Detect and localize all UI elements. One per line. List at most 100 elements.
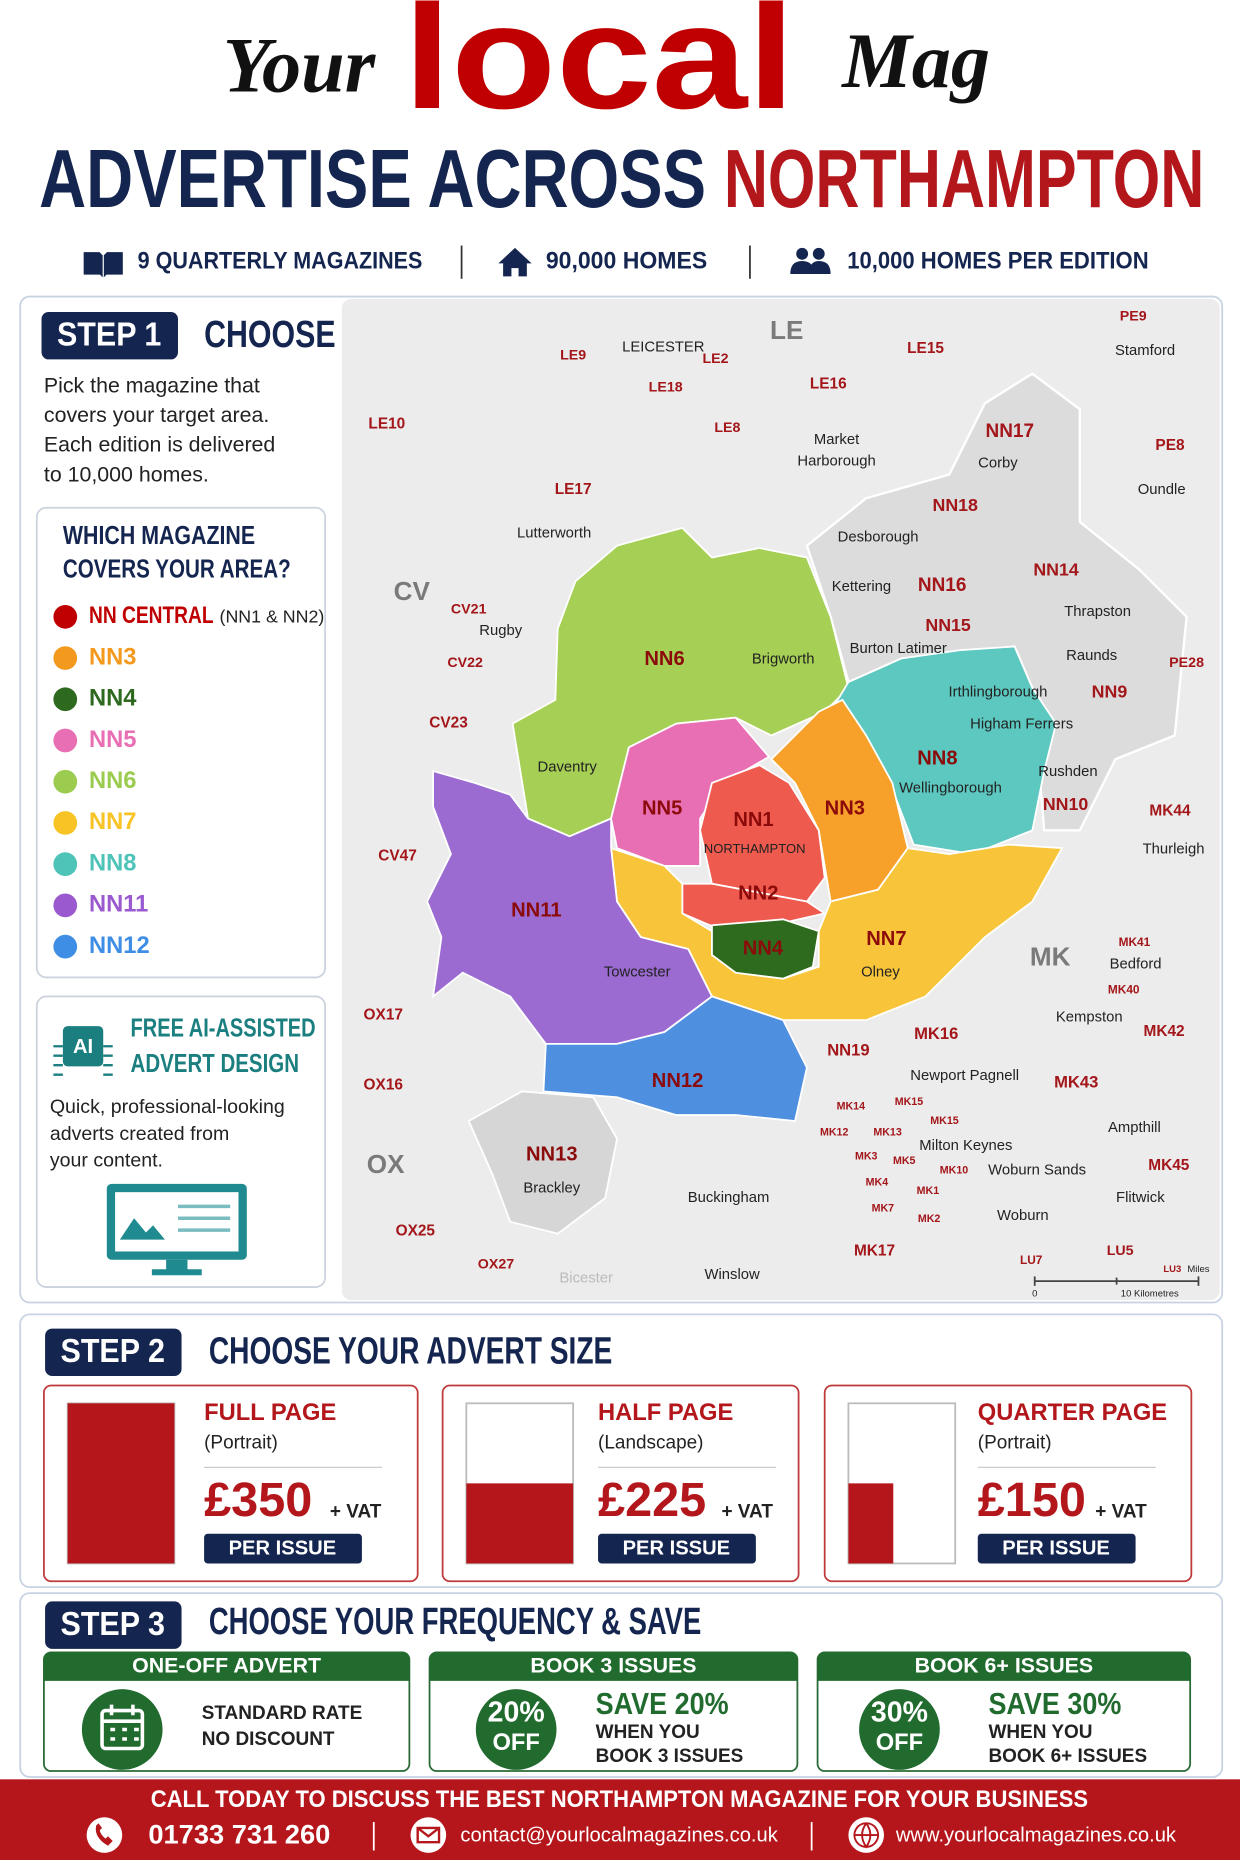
postcode-label: NN15 <box>925 615 971 635</box>
price: £350 <box>204 1473 312 1527</box>
discount: OFF <box>876 1730 923 1756</box>
town-label: NORTHAMPTON <box>704 841 806 856</box>
postcode-label: MK16 <box>914 1024 958 1043</box>
legend-item: NN3 <box>89 644 136 670</box>
footer <box>0 1779 1240 1860</box>
postcode-label: MK12 <box>820 1127 849 1139</box>
intro-text: covers your target area. <box>44 403 269 427</box>
option-text: NO DISCOUNT <box>202 1729 335 1750</box>
town-label: Oundle <box>1138 482 1186 498</box>
area-label: LE <box>770 315 803 345</box>
postcode-label: MK1 <box>917 1185 940 1197</box>
postcode-label: LE10 <box>368 416 405 433</box>
town-label: Daventry <box>538 759 598 775</box>
postcode-label: LE16 <box>810 375 847 392</box>
legend-item: NN CENTRAL <box>89 603 214 629</box>
intro-text: Each edition is delivered <box>44 433 275 457</box>
map-region <box>699 764 826 903</box>
scale-label: 10 Kilometres <box>1121 1289 1179 1300</box>
intro-text: to 10,000 homes. <box>44 462 209 486</box>
step-badge <box>41 311 178 360</box>
scale-label: 0 <box>1032 1289 1037 1300</box>
town-label: Milton Keynes <box>919 1138 1012 1154</box>
town-label: Raunds <box>1066 648 1117 664</box>
region-label: NN1 <box>733 809 773 831</box>
chip-label: AI <box>73 1036 93 1058</box>
option-header <box>429 1652 798 1681</box>
vat: + VAT <box>330 1501 382 1522</box>
monitor-image <box>119 1218 165 1240</box>
postcode-label: LE8 <box>714 420 740 436</box>
postcode-label: MK44 <box>1149 802 1191 819</box>
per-issue-button <box>977 1533 1136 1564</box>
title-script: Mag <box>840 17 990 104</box>
town-label: Higham Ferrers <box>970 717 1073 733</box>
town-label: Thrapston <box>1064 604 1131 620</box>
town-label: Flitwick <box>1116 1190 1165 1206</box>
postcode-label: LE18 <box>649 380 683 396</box>
postcode-label: LU3 <box>1163 1264 1181 1275</box>
size-title: FULL PAGE <box>204 1400 336 1426</box>
town-label: Lutterworth <box>517 526 591 542</box>
legend-note: (NN1 & NN2) <box>220 607 325 627</box>
legend-swatch <box>53 852 78 877</box>
monitor-lines <box>177 1204 231 1232</box>
step-badge-text: STEP 2 <box>61 1333 165 1370</box>
legend-item: NN6 <box>89 768 136 794</box>
region-label: NN7 <box>866 928 906 950</box>
legend-swatch <box>53 811 78 835</box>
legend-item: NN11 <box>89 892 148 918</box>
postcode-label: LU7 <box>1020 1253 1043 1267</box>
legend-swatch <box>53 893 78 918</box>
town-label: Brackley <box>523 1181 580 1197</box>
region-label: NN8 <box>917 748 957 770</box>
town-label: Buckingham <box>688 1190 770 1206</box>
footer-headline: CALL TODAY TO DISCUSS THE BEST NORTHAMPT… <box>151 1787 1088 1813</box>
option-text: WHEN YOU <box>596 1722 700 1743</box>
option-text: STANDARD RATE <box>202 1703 363 1724</box>
book-icon <box>82 250 124 280</box>
ai-text: your content. <box>50 1149 163 1171</box>
title-script: Your <box>223 22 377 109</box>
town-label: Thurleigh <box>1143 841 1205 857</box>
postcode-label: LU5 <box>1107 1243 1134 1259</box>
legend-item: NN4 <box>89 686 137 712</box>
legend-item: NN8 <box>89 850 136 876</box>
stat: 90,000 HOMES <box>546 248 707 274</box>
town-label: Newport Pagnell <box>910 1068 1019 1084</box>
map-region <box>511 526 850 838</box>
phone-icon <box>86 1817 123 1853</box>
page-fill <box>67 1403 175 1564</box>
size-subtitle: (Portrait) <box>978 1433 1052 1454</box>
postcode-label: MK2 <box>918 1213 941 1225</box>
town-label: Olney <box>861 965 900 981</box>
price: £225 <box>598 1473 706 1527</box>
postcode-label: OX17 <box>364 1006 403 1023</box>
ai-text: Quick, professional-looking <box>50 1096 285 1118</box>
postcode-label: PE8 <box>1155 437 1185 454</box>
stat: 10,000 HOMES PER EDITION <box>847 248 1148 274</box>
step-badge <box>45 1601 182 1649</box>
intro-text: Pick the magazine that <box>44 373 260 397</box>
vat: + VAT <box>721 1501 773 1522</box>
town-label: Ampthill <box>1108 1120 1161 1136</box>
vat: + VAT <box>1095 1501 1147 1522</box>
postcode-label: NN17 <box>986 421 1035 442</box>
legend-swatch <box>53 728 78 753</box>
per-issue-button <box>598 1533 756 1564</box>
legend-item: NN7 <box>89 809 136 835</box>
step-title: CHOOSE YOUR FREQUENCY & SAVE <box>209 1601 701 1643</box>
town-label: Corby <box>978 456 1018 472</box>
per-issue: PER ISSUE <box>623 1538 731 1560</box>
chip <box>62 1026 104 1067</box>
email: contact@yourlocalmagazines.co.uk <box>460 1825 778 1847</box>
option-badge <box>859 1689 940 1770</box>
postcode-label: LE2 <box>702 351 728 367</box>
postcode-label: LE15 <box>907 340 944 357</box>
postcode-label: MK7 <box>872 1203 895 1215</box>
scale-label: Miles <box>1187 1264 1209 1275</box>
town-label: Irthlingborough <box>948 685 1047 701</box>
ai-title: FREE AI-ASSISTED <box>131 1013 316 1043</box>
town-label: Winslow <box>705 1267 761 1283</box>
region-label: NN13 <box>526 1144 578 1166</box>
